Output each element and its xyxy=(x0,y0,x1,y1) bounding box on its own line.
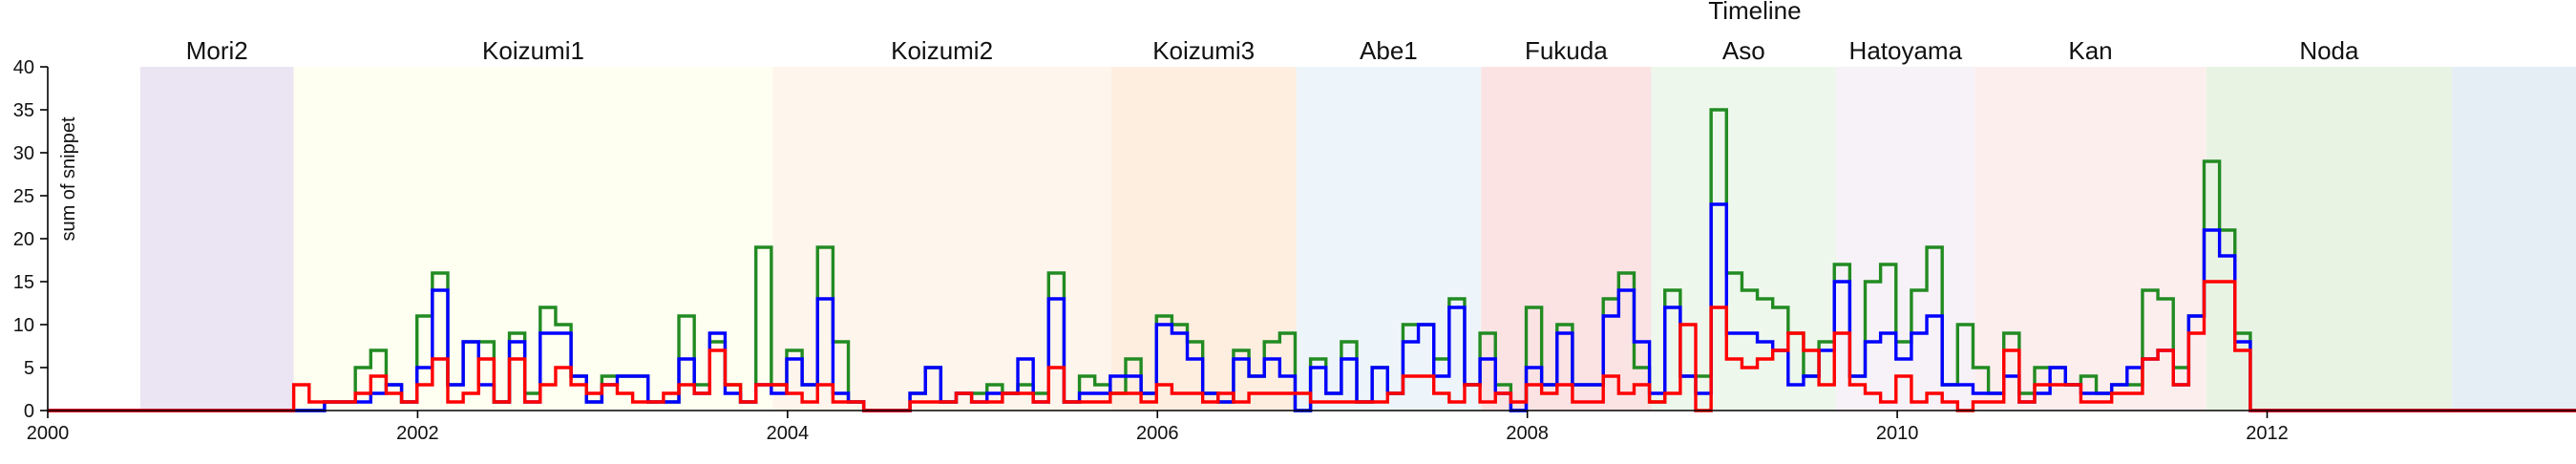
period-band-label: Aso xyxy=(1722,36,1765,65)
period-band xyxy=(1974,67,2206,411)
y-tick-label: 20 xyxy=(13,229,34,250)
period-band xyxy=(2206,67,2453,411)
y-tick-label: 25 xyxy=(13,186,34,207)
period-band-label: Fukuda xyxy=(1525,36,1608,65)
period-band-label: Koizumi1 xyxy=(482,36,584,65)
x-axis-ticks: 2000 2002 2004 2006 2008 2010 2012 xyxy=(27,411,2289,444)
period-band-labels: Mori2 Koizumi1 Koizumi2 Koizumi3 Abe1 Fukuda A… xyxy=(186,36,2359,65)
period-band xyxy=(1836,67,1975,411)
period-band-label: Hatoyama xyxy=(1849,36,1963,65)
y-axis-ticks: 0 5 10 15 20 25 30 35 40 xyxy=(13,57,48,422)
period-band-label: Noda xyxy=(2299,36,2359,65)
period-band-label: Koizumi3 xyxy=(1152,36,1255,65)
period-band-label: Abe1 xyxy=(1360,36,1418,65)
chart-annotation: Timeline xyxy=(1708,0,1801,25)
y-axis-title: sum of snippet xyxy=(58,116,79,242)
period-band xyxy=(772,67,1111,411)
y-tick-label: 10 xyxy=(13,315,34,336)
x-tick-label: 2006 xyxy=(1136,423,1179,444)
y-tick-label: 40 xyxy=(13,57,34,78)
x-tick-label: 2008 xyxy=(1506,423,1549,444)
period-band xyxy=(139,67,294,411)
period-band xyxy=(2452,67,2576,411)
period-band xyxy=(1481,67,1652,411)
period-band xyxy=(1651,67,1837,411)
period-band-label: Kan xyxy=(2068,36,2112,65)
x-tick-label: 2004 xyxy=(767,423,810,444)
period-bands xyxy=(139,67,2576,411)
period-band-label: Koizumi2 xyxy=(891,36,993,65)
y-tick-label: 0 xyxy=(24,401,34,422)
y-tick-label: 5 xyxy=(24,358,34,379)
x-tick-label: 2000 xyxy=(27,423,70,444)
x-tick-label: 2012 xyxy=(2246,423,2289,444)
y-tick-label: 35 xyxy=(13,100,34,121)
period-band-label: Mori2 xyxy=(186,36,248,65)
y-tick-label: 30 xyxy=(13,143,34,164)
y-tick-label: 15 xyxy=(13,272,34,293)
x-tick-label: 2010 xyxy=(1876,423,1919,444)
x-tick-label: 2002 xyxy=(396,423,439,444)
series-line-3 xyxy=(48,280,2576,412)
period-band xyxy=(293,67,773,411)
